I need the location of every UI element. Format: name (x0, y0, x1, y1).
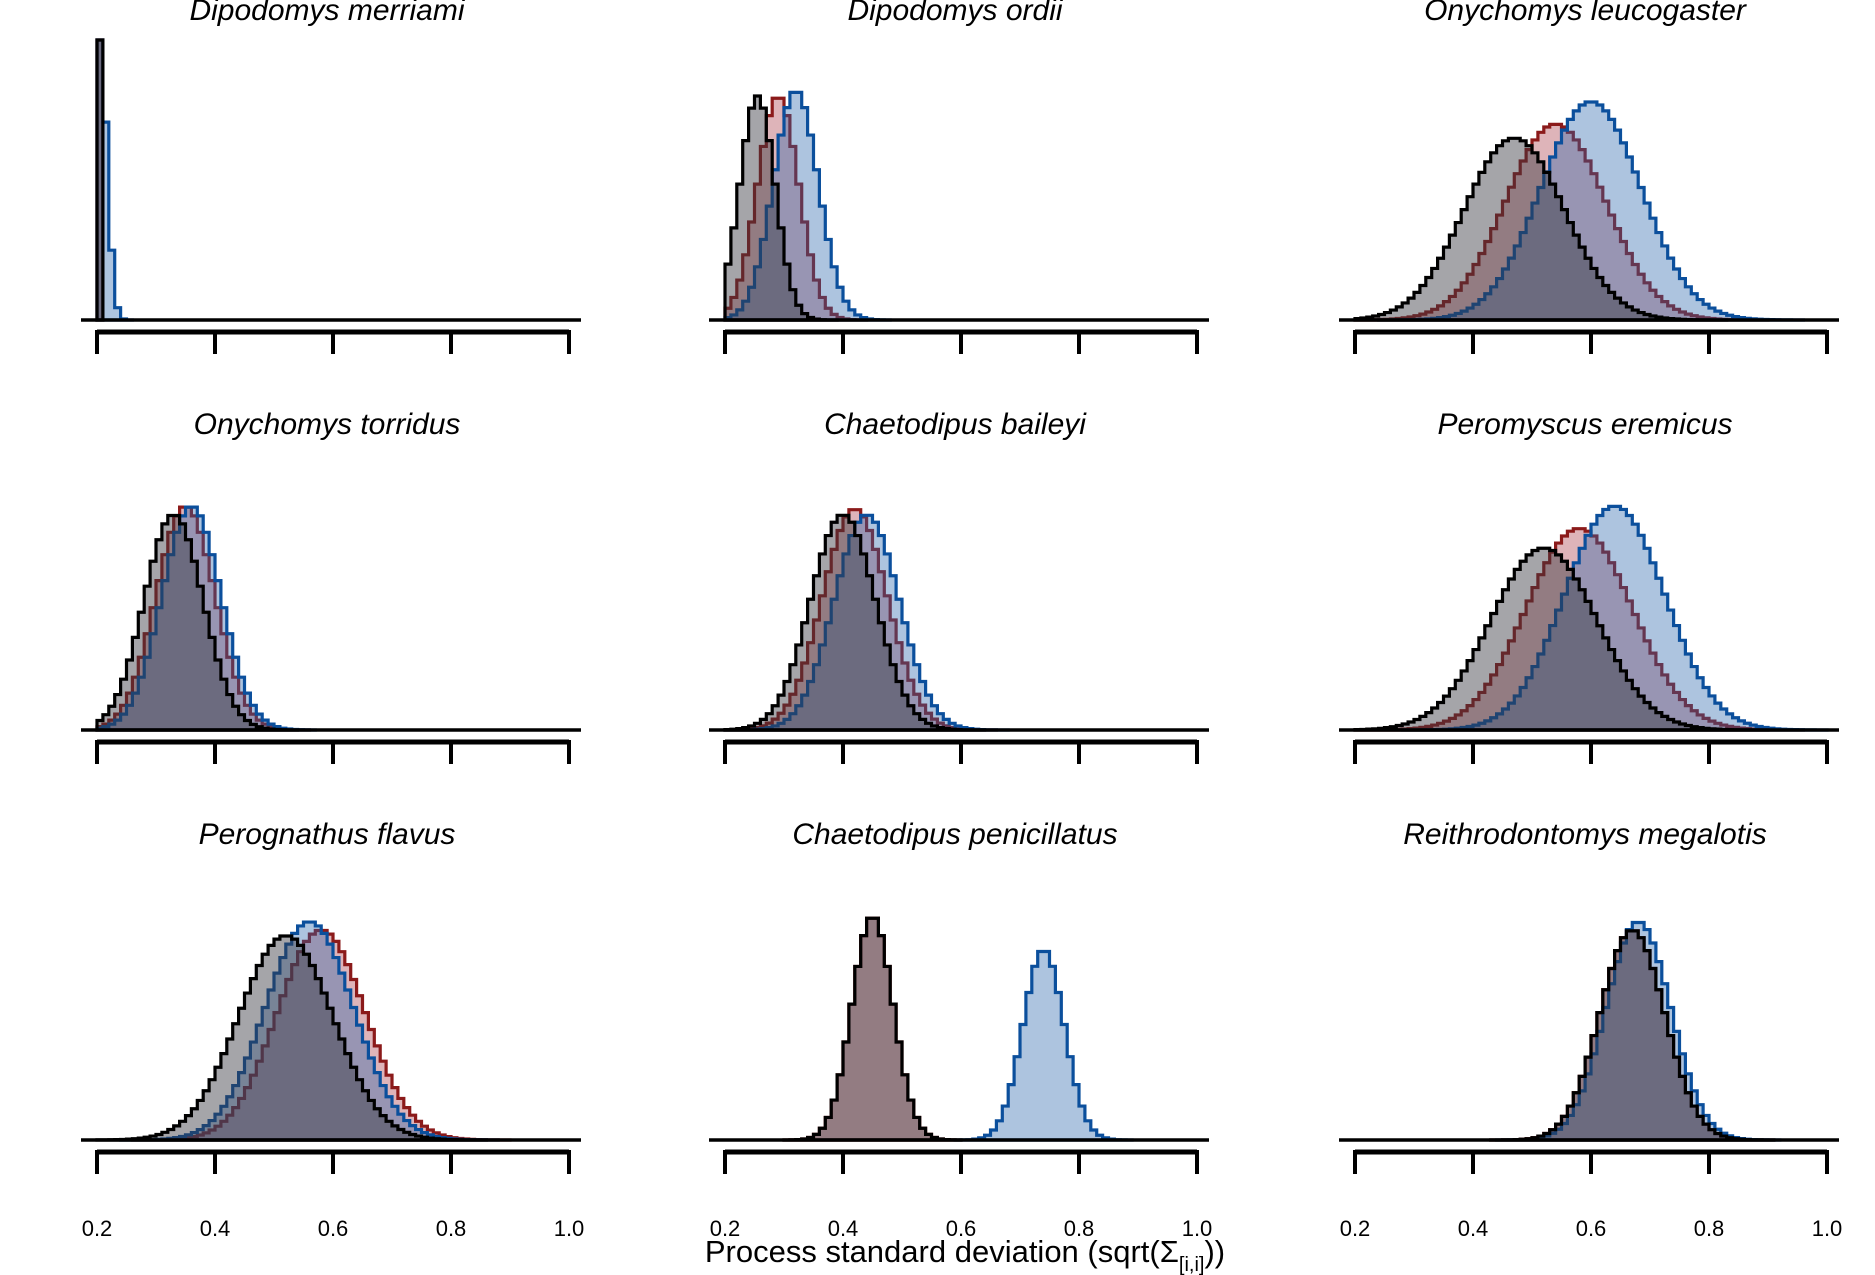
panel-title: Peromyscus eremicus (1437, 408, 1732, 441)
x-tick-label: 0.8 (1064, 1216, 1095, 1241)
panel: Peromyscus eremicus (1339, 408, 1839, 764)
panel: Perognathus flavus 0.2 0.4 0.6 0.8 1.0 (81, 818, 584, 1241)
x-tick-label: 0.4 (1458, 1216, 1489, 1241)
x-tick-label: 0.4 (200, 1216, 231, 1241)
panel: Onychomys leucogaster (1339, 0, 1839, 354)
x-tick-label: 0.8 (1694, 1216, 1725, 1241)
panel-title: Onychomys leucogaster (1424, 0, 1747, 27)
histogram-black (782, 916, 963, 1142)
histogram-black (1353, 546, 1770, 732)
x-tick-label: 0.2 (82, 1216, 113, 1241)
x-tick-label: 0.6 (946, 1216, 977, 1241)
x-tick-label: 1.0 (1812, 1216, 1843, 1241)
histogram-black (95, 934, 488, 1142)
panel: Chaetodipus penicillatus 0.2 0.4 0.6 0.8 1.0 (709, 818, 1212, 1241)
panel: Dipodomys ordii (709, 0, 1209, 354)
x-tick-label: 0.2 (1340, 1216, 1371, 1241)
panel: Onychomys torridus (81, 408, 581, 764)
panel-title: Onychomys torridus (194, 408, 461, 441)
panel-title: Chaetodipus baileyi (824, 408, 1087, 441)
histogram-blue (723, 513, 1010, 732)
panel: Chaetodipus baileyi (709, 408, 1209, 764)
x-axis-label-subscript: [i,i] (1179, 1254, 1205, 1275)
x-tick-label: 0.8 (436, 1216, 467, 1241)
histogram-black (95, 38, 105, 322)
histogram-red (1353, 122, 1770, 322)
histogram-blue (95, 505, 317, 732)
histogram-blue (1400, 504, 1829, 732)
histogram-black (1489, 929, 1776, 1142)
panel-title: Perognathus flavus (199, 818, 456, 851)
histogram-blue (119, 920, 500, 1142)
panel-title: Dipodomys merriami (189, 0, 465, 27)
x-tick-label: 1.0 (554, 1216, 585, 1241)
x-tick-label: 0.2 (710, 1216, 741, 1241)
x-axis-label-main: Process standard deviation (sqrt(Σ (705, 1234, 1179, 1269)
x-tick-label: 0.4 (828, 1216, 859, 1241)
histogram-red (1353, 527, 1805, 732)
histogram-blue (1377, 100, 1805, 322)
x-tick-label: 0.6 (318, 1216, 349, 1241)
panel-title: Reithrodontomys megalotis (1403, 818, 1767, 851)
x-tick-label: 1.0 (1182, 1216, 1213, 1241)
panel-title: Chaetodipus penicillatus (792, 818, 1117, 851)
x-axis-label: Process standard deviation (sqrt(Σ[i,i])… (705, 1234, 1225, 1275)
histogram-blue (953, 949, 1134, 1142)
histogram-black (723, 513, 987, 732)
panels-group: Dipodomys merriami Dipodomys ordii Onychom… (81, 0, 1842, 1241)
panel-title: Dipodomys ordii (847, 0, 1063, 27)
panel: Reithrodontomys megalotis 0.2 0.4 0.6 0.8 1.0 (1339, 818, 1842, 1241)
panel: Dipodomys merriami (81, 0, 581, 354)
x-tick-label: 0.6 (1576, 1216, 1607, 1241)
x-axis-label-close: )) (1204, 1234, 1225, 1269)
